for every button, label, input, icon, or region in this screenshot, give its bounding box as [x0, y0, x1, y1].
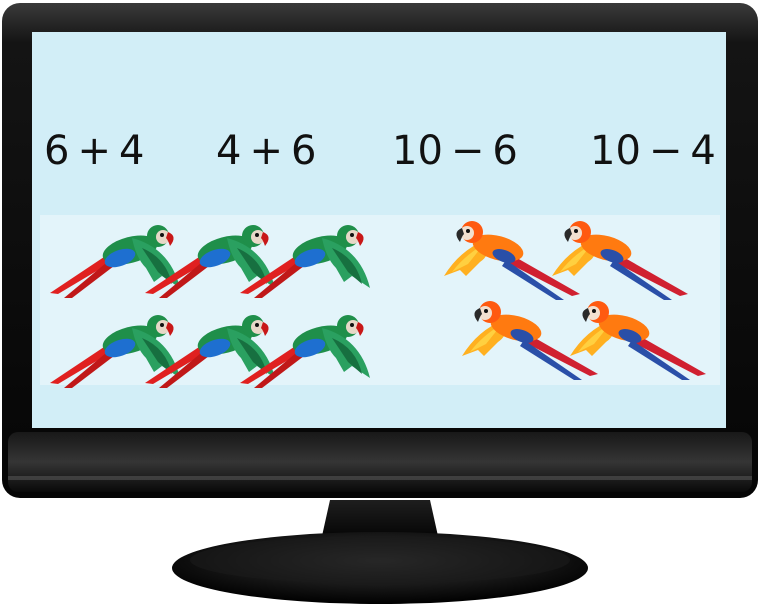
monitor-chin — [8, 432, 752, 492]
expression-1: 6 + 4 — [44, 128, 145, 174]
expression-4: 10 − 4 — [590, 128, 716, 174]
expression-3: 10 − 6 — [392, 128, 518, 174]
expression-2: 4 + 6 — [216, 128, 317, 174]
